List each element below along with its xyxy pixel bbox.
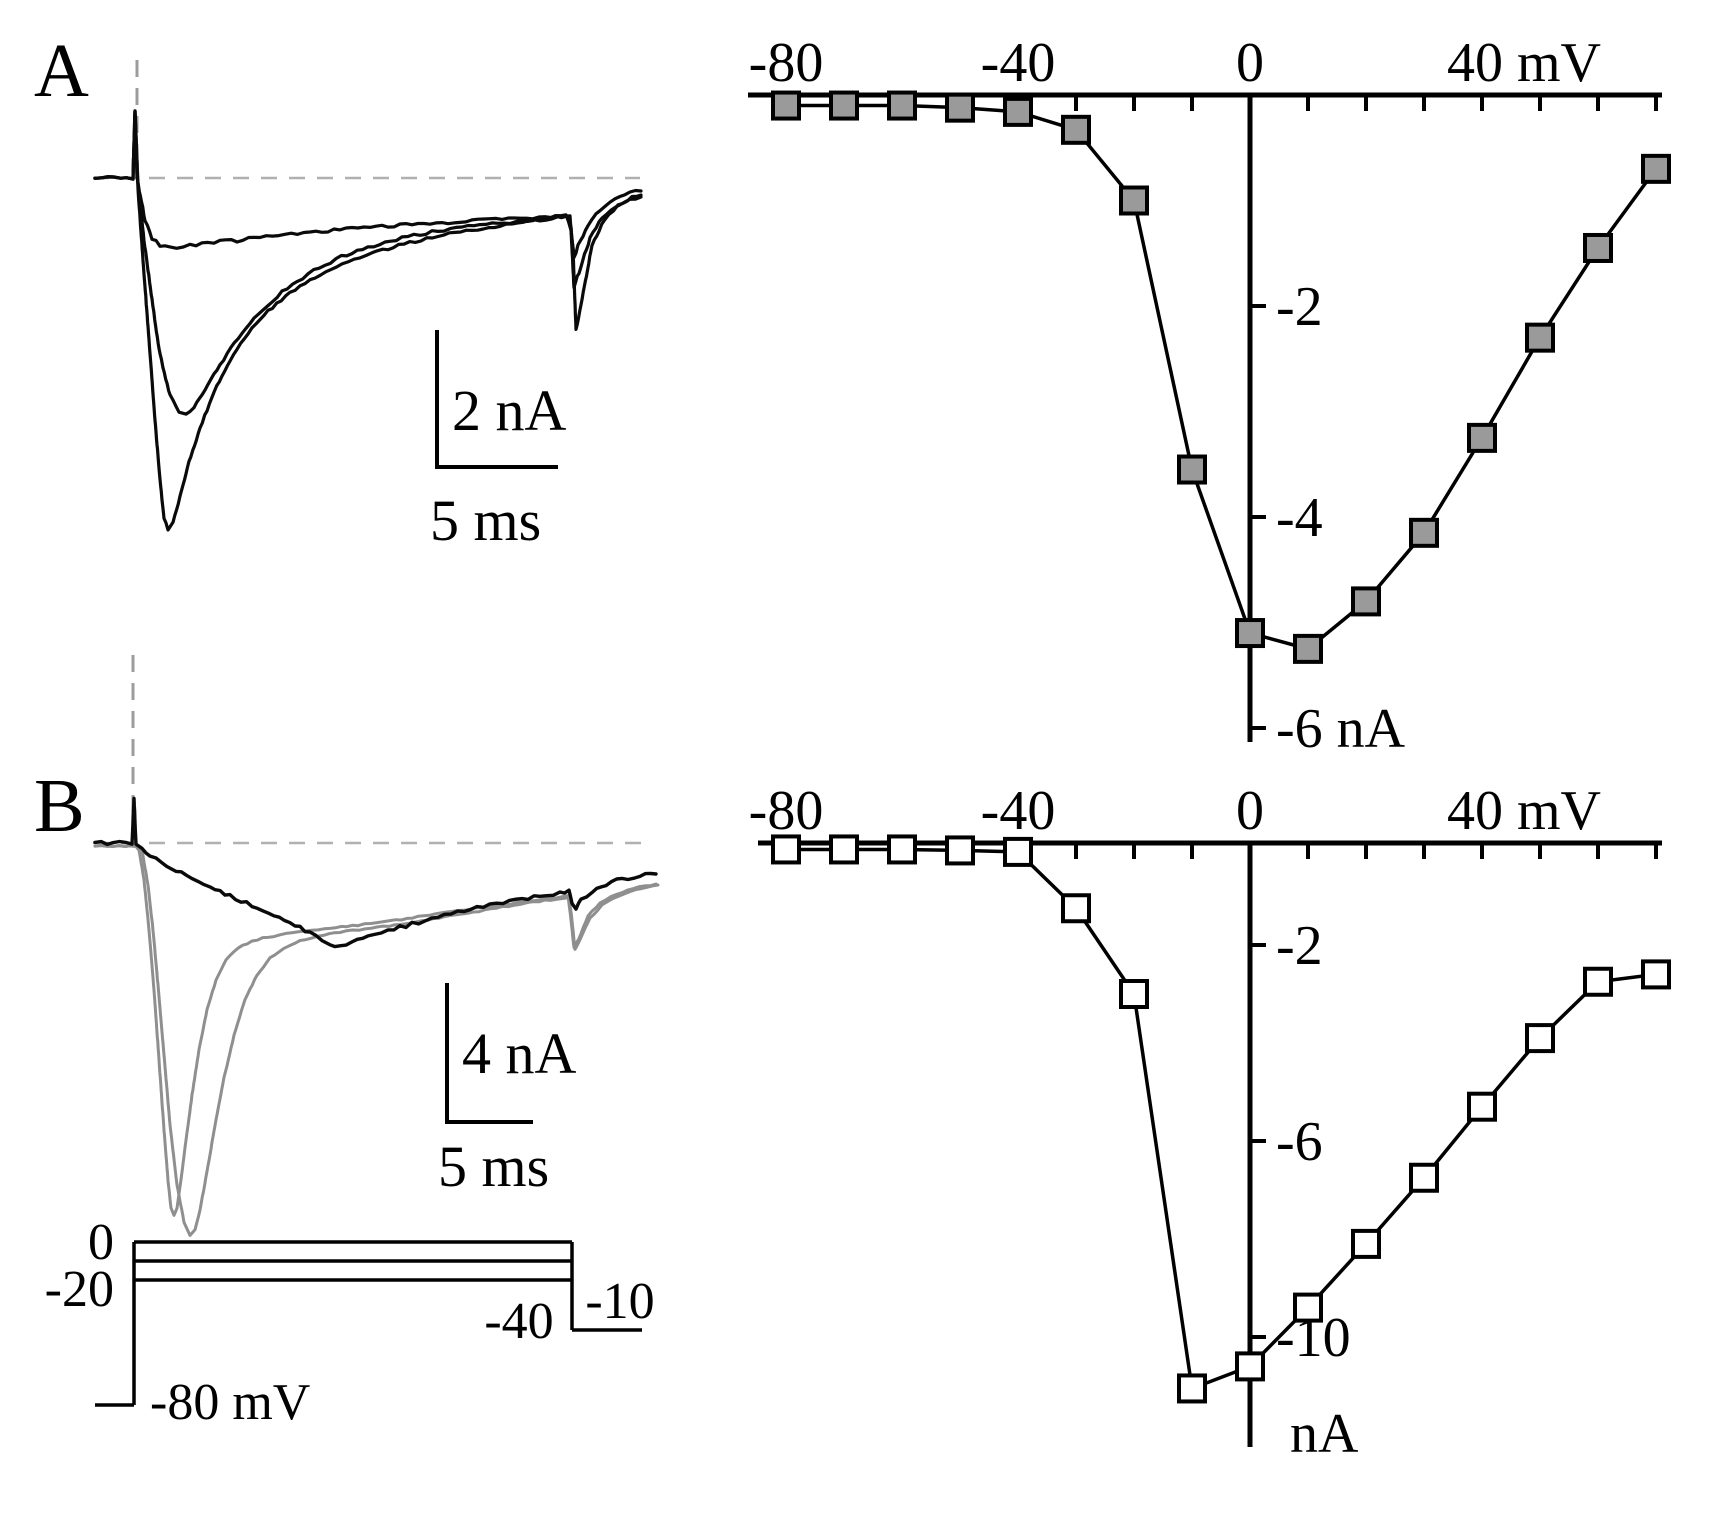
iv-curve-panel-B-marker: [1641, 959, 1671, 990]
iv-curve-panel-A-marker: [1583, 232, 1613, 263]
iv-curve-panel-B-y-unit-label: nA: [1290, 1403, 1359, 1465]
voltage-protocol-diagram: 0 -20 -10 -40 -80 mV: [45, 1214, 655, 1431]
scale-bar-a-current-label: 2 nA: [452, 378, 567, 443]
iv-curve-panel-A-y-tick-label: -4: [1276, 487, 1323, 549]
iv-curve-panel-A-x-tick-label: 0: [1236, 32, 1264, 94]
iv-curve-panel-A-x-tick-label: 40 mV: [1447, 32, 1601, 94]
iv-curve-panel-B-x-tick-label: -40: [981, 780, 1056, 842]
protocol-label-minus10: -10: [585, 1273, 654, 1330]
iv-curve-panel-A-marker: [1003, 96, 1033, 127]
trace-b-black: [93, 796, 658, 949]
panel-a-trace-region: 2 nA 5 ms A: [34, 29, 643, 553]
iv-curve-panel-A-marker: [1467, 422, 1497, 453]
iv-curve-panel-A-marker: [1641, 153, 1671, 184]
iv-curve-panel-B-marker: [1061, 893, 1091, 924]
iv-curve-panel-A-marker: [945, 92, 975, 123]
iv-curve-panel-A-line: [786, 103, 1658, 651]
iv-curve-panel-A-marker: [1177, 454, 1207, 485]
iv-curve-panel-B-y-tick-label: -2: [1276, 915, 1323, 977]
iv-curve-panel-A-x-tick-label: -40: [981, 32, 1056, 94]
iv-curve-panel-A-y-tick-label: -2: [1276, 276, 1323, 338]
iv-curve-panel-A-marker: [1293, 633, 1323, 664]
iv-curve-panel-B-marker: [1525, 1023, 1555, 1054]
iv-plot-a: -80 -40 0 40 mV -2 -4 -6 nA: [748, 32, 1671, 760]
iv-curve-panel-B-x-tick-label: 40 mV: [1447, 780, 1601, 842]
iv-curve-panel-B-marker: [1235, 1351, 1265, 1382]
scale-bar-a-time-label: 5 ms: [430, 488, 541, 553]
iv-curve-panel-B-marker: [1583, 966, 1613, 997]
iv-curve-panel-B-y-tick-label: -6: [1276, 1111, 1323, 1173]
iv-curve-panel-A-marker: [771, 90, 801, 121]
panel-a-label: A: [34, 29, 89, 113]
iv-curve-panel-A-marker: [1525, 322, 1555, 353]
iv-curve-panel-A-y-tick-label: -6 nA: [1276, 698, 1406, 760]
panel-b-scale-bar: 4 nA 5 ms: [438, 983, 577, 1199]
scale-bar-b-time-label: 5 ms: [438, 1134, 549, 1199]
iv-curve-panel-B-marker: [1119, 979, 1149, 1009]
iv-curve-panel-B-x-tick-label: 0: [1236, 780, 1264, 842]
iv-curve-panel-B-marker: [945, 835, 975, 866]
iv-curve-panel-B-marker: [829, 834, 859, 865]
protocol-label-minus40: -40: [484, 1293, 553, 1350]
trace-a-small: [93, 109, 643, 259]
iv-curve-panel-A-marker: [1119, 185, 1149, 216]
protocol-label-0: 0: [88, 1214, 114, 1271]
iv-curve-panel-B-x-tick-label: -80: [749, 780, 824, 842]
panel-b-trace-region: 4 nA 5 ms B: [34, 655, 660, 1237]
trace-a-large: [93, 109, 643, 532]
iv-curve-panel-B-marker: [1177, 1373, 1207, 1404]
iv-curve-panel-B-marker: [1003, 836, 1033, 867]
iv-curve-panel-A-marker: [1061, 114, 1091, 145]
iv-curve-panel-A-marker: [1351, 586, 1381, 617]
protocol-label-holding: -80 mV: [150, 1374, 310, 1431]
trace-b-gray-slow: [93, 843, 660, 1237]
iv-curve-panel-B-marker: [1467, 1091, 1497, 1122]
iv-curve-panel-B-marker: [887, 834, 917, 865]
iv-curve-panel-A-x-tick-label: -80: [749, 32, 824, 94]
iv-curve-panel-A-marker: [1409, 517, 1439, 548]
panel-a-scale-bar: 2 nA 5 ms: [430, 330, 567, 553]
protocol-label-minus20: -20: [45, 1261, 114, 1318]
iv-curve-panel-B-marker: [1351, 1228, 1381, 1259]
iv-curve-panel-B-marker: [1293, 1292, 1323, 1323]
panel-b-label: B: [34, 764, 85, 848]
scale-bar-b-current-label: 4 nA: [462, 1021, 577, 1086]
trace-a-medium: [93, 109, 643, 416]
iv-curve-panel-A-marker: [829, 90, 859, 121]
iv-curve-panel-A-marker: [1235, 618, 1265, 649]
iv-curve-panel-B-line: [786, 847, 1657, 1391]
iv-curve-panel-B-marker: [1409, 1162, 1439, 1193]
iv-curve-panel-A-marker: [887, 90, 917, 121]
iv-curve-panel-B-marker: [771, 834, 801, 865]
